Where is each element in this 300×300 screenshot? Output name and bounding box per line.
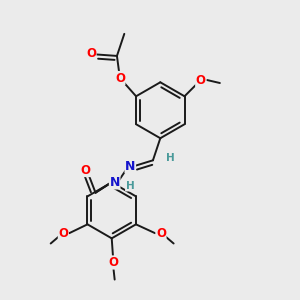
Text: O: O: [108, 256, 118, 269]
Text: H: H: [166, 153, 174, 163]
Text: O: O: [156, 227, 166, 240]
Text: O: O: [196, 74, 206, 87]
Text: O: O: [58, 227, 68, 240]
Text: O: O: [86, 47, 96, 60]
Text: O: O: [81, 164, 91, 176]
Text: N: N: [125, 160, 136, 173]
Text: N: N: [110, 176, 120, 189]
Text: H: H: [126, 181, 134, 191]
Text: O: O: [115, 71, 125, 85]
